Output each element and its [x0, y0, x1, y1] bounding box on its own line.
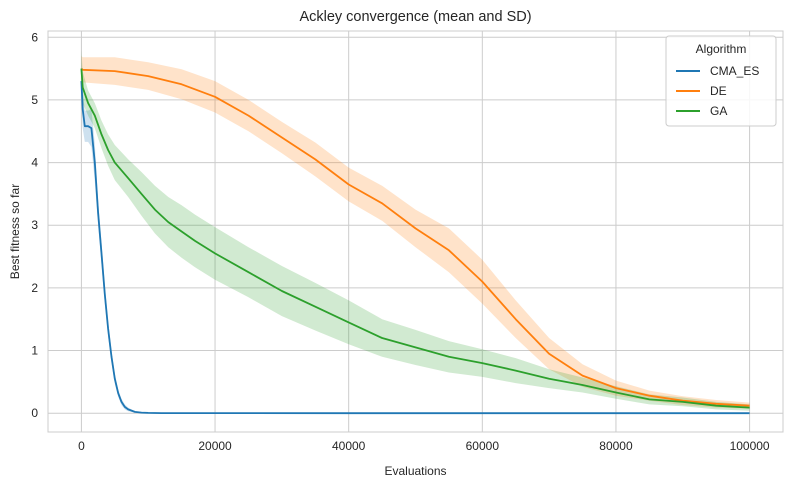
series-line-ga [80, 68, 750, 409]
sd-band-de [81, 56, 750, 409]
x-tick-label: 80000 [599, 439, 633, 453]
legend-label-de: DE [710, 84, 727, 98]
plot-area [47, 30, 784, 433]
series-line-cma-es [80, 81, 750, 415]
y-axis-label: Best fitness so far [8, 184, 22, 279]
y-tick-label: 0 [31, 406, 38, 420]
series-line-de [80, 67, 750, 407]
y-tick-label: 3 [31, 218, 38, 232]
sd-band-ga [81, 49, 750, 411]
chart-title: Ackley convergence (mean and SD) [299, 9, 531, 25]
y-tick-label: 4 [31, 156, 38, 170]
legend-label-ga: GA [710, 104, 727, 118]
legend: Algorithm CMA_ES DE GA [665, 35, 777, 127]
x-tick-label: 20000 [198, 439, 232, 453]
x-axis-label: Evaluations [384, 464, 446, 478]
legend-label-cma-es: CMA_ES [710, 64, 759, 78]
y-tick-label: 2 [31, 281, 38, 295]
sd-bands [81, 49, 750, 414]
legend-title: Algorithm [696, 42, 747, 56]
y-tick-label: 5 [31, 93, 38, 107]
y-tick-label: 6 [31, 30, 38, 44]
y-ticks: 0 1 2 3 4 5 6 [31, 30, 38, 420]
y-tick-label: 1 [31, 344, 38, 358]
x-tick-label: 100000 [730, 439, 770, 453]
x-ticks: 0 20000 40000 60000 80000 100000 [78, 439, 770, 453]
legend-items: CMA_ES DE GA [676, 64, 759, 118]
legend-box [665, 35, 777, 127]
mean-lines [80, 67, 750, 415]
x-tick-label: 0 [78, 439, 85, 453]
x-tick-label: 40000 [332, 439, 366, 453]
x-tick-label: 60000 [466, 439, 500, 453]
